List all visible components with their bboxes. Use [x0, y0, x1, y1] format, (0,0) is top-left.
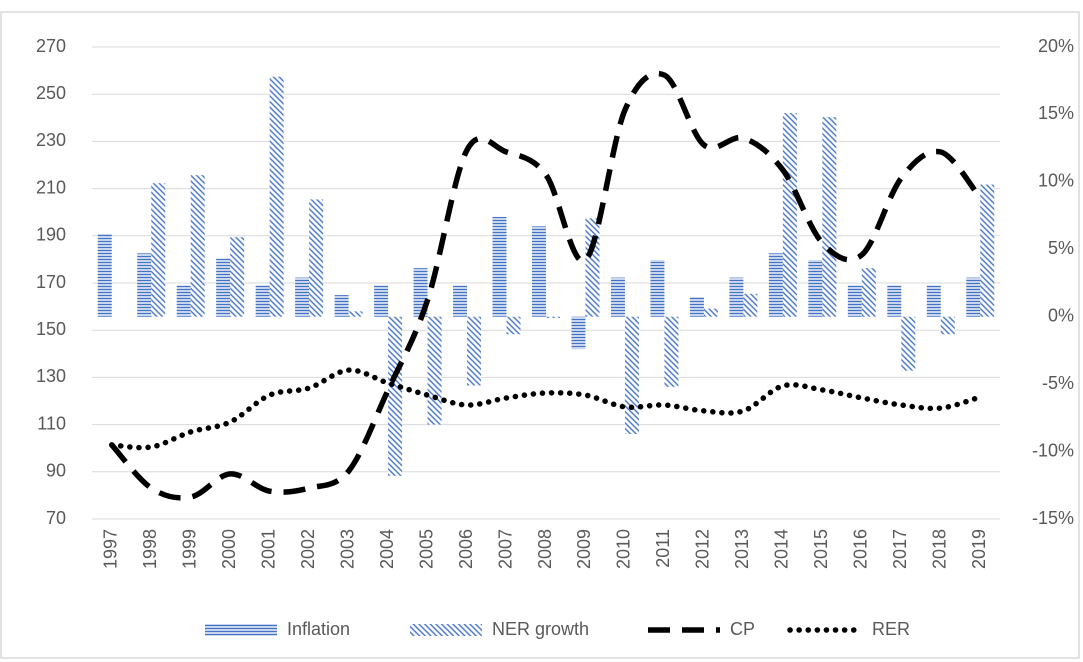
y-tick-label: 170: [36, 272, 66, 292]
x-tick-label: 2000: [219, 529, 239, 569]
y-tick-label: 150: [36, 319, 66, 339]
bar: [309, 199, 324, 317]
bar: [610, 277, 625, 317]
bar: [966, 277, 981, 317]
y2-tick-label: 5%: [1048, 238, 1074, 258]
bar: [348, 311, 363, 317]
y-tick-label: 250: [36, 83, 66, 103]
bar: [743, 293, 758, 317]
y-tick-label: 70: [46, 508, 66, 528]
bar: [624, 316, 639, 435]
bar: [388, 316, 403, 476]
bar: [374, 285, 389, 317]
bar: [926, 285, 941, 317]
x-tick-label: 1998: [140, 529, 160, 569]
bar: [230, 237, 245, 317]
y2-tick-label: 15%: [1038, 103, 1074, 123]
x-tick-label: 2005: [416, 529, 436, 569]
bar: [980, 184, 995, 317]
y2-tick-label: -5%: [1042, 373, 1074, 393]
x-tick-label: 2010: [614, 529, 634, 569]
bar: [216, 258, 231, 317]
bar: [295, 277, 310, 317]
x-tick-label: 2001: [258, 529, 278, 569]
legend-swatch: [410, 624, 482, 636]
x-tick-label: 2012: [693, 529, 713, 569]
x-tick-label: 2013: [732, 529, 752, 569]
x-tick-label: 2019: [969, 529, 989, 569]
y2-tick-label: 20%: [1038, 36, 1074, 56]
bar: [492, 216, 507, 317]
bar: [334, 295, 349, 317]
x-tick-label: 2014: [772, 529, 792, 569]
bar: [585, 218, 600, 317]
bar: [861, 268, 876, 317]
x-tick-label: 2008: [535, 529, 555, 569]
y-tick-label: 230: [36, 130, 66, 150]
bar: [847, 285, 862, 317]
bar: [97, 234, 112, 317]
bar: [467, 316, 482, 386]
bar: [689, 296, 704, 317]
x-tick-label: 2006: [456, 529, 476, 569]
bar: [151, 183, 166, 317]
y-tick-label: 270: [36, 36, 66, 56]
y-tick-label: 190: [36, 225, 66, 245]
bar: [506, 316, 521, 335]
bar: [269, 76, 284, 317]
x-tick-label: 2002: [298, 529, 318, 569]
chart-frame: [0, 11, 1080, 659]
legend-label: RER: [872, 619, 910, 639]
y-tick-label: 90: [46, 461, 66, 481]
bar: [571, 316, 586, 350]
bar: [808, 260, 823, 317]
y2-tick-label: -10%: [1032, 440, 1074, 460]
x-tick-label: 1997: [100, 529, 120, 569]
bar: [901, 316, 916, 371]
bar: [822, 117, 837, 317]
bar: [546, 316, 560, 319]
bar: [190, 175, 205, 317]
legend-label: Inflation: [287, 619, 350, 639]
y2-tick-label: -15%: [1032, 508, 1074, 528]
x-tick-label: 1999: [179, 529, 199, 569]
bar: [532, 226, 546, 317]
x-tick-label: 2011: [653, 529, 673, 568]
legend-swatch: [205, 624, 277, 636]
bar: [176, 285, 191, 317]
x-tick-label: 2018: [930, 529, 950, 569]
x-tick-label: 2007: [495, 529, 515, 569]
y2-tick-label: 10%: [1038, 171, 1074, 191]
bar: [664, 316, 679, 387]
x-tick-label: 2009: [574, 529, 594, 569]
bar: [940, 316, 955, 335]
bar: [703, 308, 718, 317]
y-tick-label: 110: [37, 413, 66, 433]
bar: [782, 113, 797, 317]
bar: [453, 285, 468, 317]
legend-label: CP: [730, 619, 755, 639]
bar: [887, 285, 902, 317]
y-tick-label: 210: [36, 177, 66, 197]
x-tick-label: 2003: [337, 529, 357, 569]
x-tick-label: 2015: [811, 529, 831, 569]
y2-tick-label: 0%: [1048, 305, 1074, 325]
line: [109, 70, 983, 501]
bar: [729, 277, 744, 317]
bar: [427, 316, 442, 425]
x-tick-label: 2017: [890, 529, 910, 569]
bar: [255, 285, 270, 317]
x-tick-label: 2016: [851, 529, 871, 569]
y-tick-label: 130: [36, 366, 66, 386]
legend-label: NER growth: [492, 619, 589, 639]
bar: [768, 253, 783, 317]
bar: [137, 253, 152, 317]
bar: [650, 260, 665, 317]
x-tick-label: 2004: [377, 529, 397, 569]
line: [108, 367, 984, 451]
